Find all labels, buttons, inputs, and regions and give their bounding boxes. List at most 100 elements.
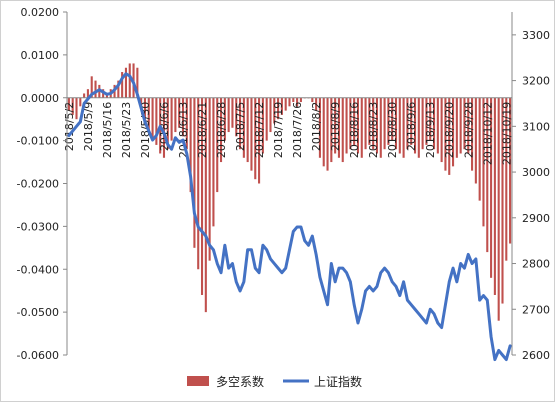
bar-mark <box>425 97 428 145</box>
x-tick-label: 2018/8/16 <box>348 102 361 158</box>
bar-mark <box>353 97 356 145</box>
legend: 多空系数 上证指数 <box>187 374 362 389</box>
bar-mark <box>394 97 398 150</box>
bar-mark <box>174 97 177 133</box>
x-tick-label: 2018/8/2 <box>310 102 323 151</box>
bar-mark <box>410 97 413 145</box>
bar-mark <box>482 97 485 227</box>
bar-mark <box>269 97 272 133</box>
bar-mark <box>345 97 348 154</box>
bar-mark <box>478 97 481 201</box>
bar-mark <box>459 97 462 154</box>
bar-mark <box>474 97 477 184</box>
left-tick-label: -0.0200 <box>17 178 59 191</box>
bar-mark <box>227 97 230 133</box>
bar-mark <box>250 97 253 171</box>
bar-mark <box>121 72 124 98</box>
bar-mark <box>356 97 360 154</box>
bar-mark <box>90 76 93 98</box>
bar-mark <box>128 63 131 98</box>
x-tick-label: 2018/5/2 <box>63 102 76 151</box>
x-tick-label: 2018/10/12 <box>481 102 494 165</box>
bar-mark <box>162 97 166 158</box>
x-tick-label: 2018/5/23 <box>120 102 133 158</box>
bar-mark <box>83 93 86 98</box>
bar-mark <box>277 97 280 120</box>
bar-mark <box>143 97 147 120</box>
bar-mark <box>368 97 371 145</box>
legend-line-label: 上证指数 <box>314 374 362 389</box>
bar-mark <box>486 97 489 253</box>
bar-mark <box>151 97 154 141</box>
right-tick-label: 2900 <box>522 212 550 225</box>
bar-mark <box>448 97 451 175</box>
bar-mark <box>509 97 512 244</box>
bar-mark <box>79 97 82 107</box>
bar-mark <box>292 97 295 103</box>
right-tick-label: 2800 <box>522 258 550 271</box>
bar-mark <box>155 97 158 145</box>
right-tick-label: 2600 <box>522 349 550 362</box>
bar-mark <box>181 97 185 137</box>
x-tick-label: 2018/8/23 <box>367 102 380 158</box>
left-tick-label: -0.0400 <box>17 263 59 276</box>
bar-mark <box>71 97 74 115</box>
bar-mark <box>124 67 127 98</box>
bar-mark <box>444 97 447 171</box>
x-tick-label: 2018/6/13 <box>177 102 190 158</box>
bar-mark <box>326 97 329 171</box>
x-tick-label: 2018/9/20 <box>443 102 456 158</box>
bar-mark <box>349 97 352 150</box>
right-tick-label: 3000 <box>522 166 550 179</box>
bar-mark <box>318 97 321 158</box>
bar-mark <box>75 97 78 120</box>
left-tick-label: -0.0100 <box>17 135 59 148</box>
x-tick-label: 2018/7/19 <box>272 102 285 158</box>
bar-mark <box>212 97 215 227</box>
bar-mark <box>490 97 493 278</box>
bar-mark <box>436 97 439 154</box>
x-tick-label: 2018/10/19 <box>500 102 513 165</box>
bar-mark <box>440 97 443 163</box>
bar-mark <box>258 97 261 184</box>
bar-mark <box>147 97 150 133</box>
bar-mark <box>204 97 207 313</box>
bar-mark <box>189 97 192 193</box>
bar-mark <box>136 67 139 98</box>
bar-mark <box>94 80 97 98</box>
bar-mark <box>117 80 120 98</box>
bar-mark <box>311 97 314 103</box>
x-tick-label: 2018/6/28 <box>215 102 228 158</box>
bar-mark <box>364 97 367 150</box>
x-tick-label: 2018/9/28 <box>462 102 475 158</box>
bar-mark <box>372 97 375 150</box>
bar-mark <box>170 97 173 141</box>
right-tick-label: 3100 <box>522 120 550 133</box>
bar-mark <box>452 97 455 167</box>
bar-mark <box>246 97 249 163</box>
bar-series <box>67 63 512 321</box>
x-tick-label: 2018/8/9 <box>329 102 342 151</box>
bar-mark <box>219 97 223 163</box>
x-tick-label: 2018/7/12 <box>253 102 266 158</box>
bar-mark <box>216 97 219 193</box>
left-tick-label: 0.0200 <box>21 6 60 19</box>
bar-mark <box>387 97 390 145</box>
axes: 0.0200 0.0100 0.0000 -0.0100 -0.0200 -0.0300 -… <box>17 6 550 362</box>
left-tick-label: 0.0100 <box>21 49 60 62</box>
x-tick-label: 2018/9/13 <box>424 102 437 158</box>
bar-mark <box>334 97 337 154</box>
bar-mark <box>208 97 211 261</box>
bar-mark <box>223 97 226 141</box>
bar-mark <box>231 97 234 128</box>
bar-mark <box>185 97 188 150</box>
bar-mark <box>273 97 276 124</box>
bar-mark <box>284 97 287 111</box>
bar-mark <box>417 97 420 158</box>
bar-mark <box>166 97 169 150</box>
bar-mark <box>413 97 417 154</box>
index-line <box>67 72 512 362</box>
bar-mark <box>322 97 325 167</box>
bar-mark <box>235 97 238 137</box>
